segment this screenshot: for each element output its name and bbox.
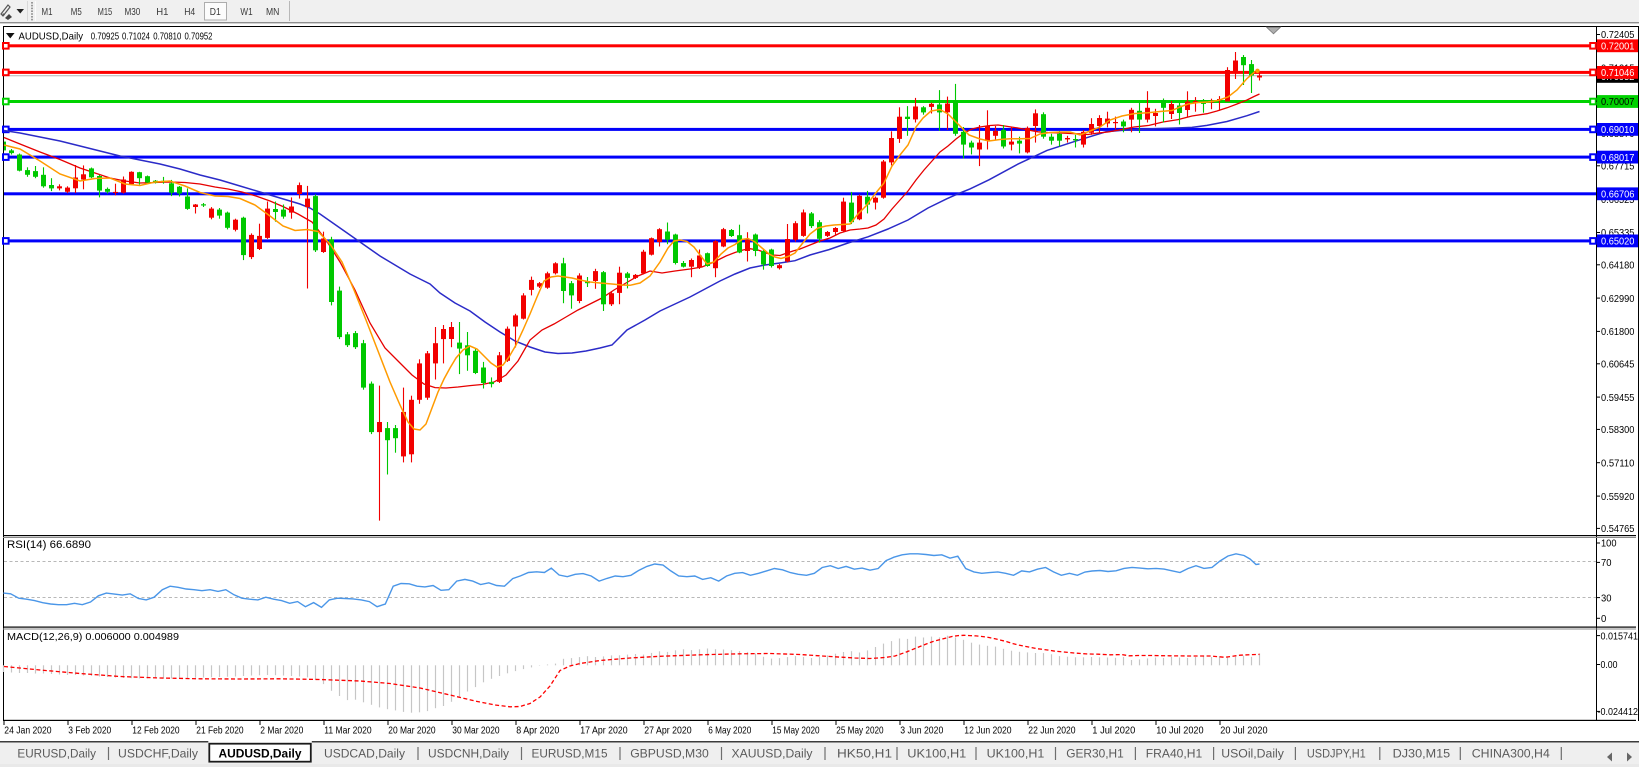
svg-text:UK100,H1: UK100,H1	[987, 747, 1045, 761]
svg-text:EURUSD,M15: EURUSD,M15	[532, 747, 608, 761]
svg-text:0.71046: 0.71046	[1601, 67, 1635, 79]
svg-text:0.72001: 0.72001	[1601, 41, 1635, 53]
svg-text:20 Jul 2020: 20 Jul 2020	[1220, 725, 1267, 737]
svg-text:12 Jun 2020: 12 Jun 2020	[964, 725, 1011, 737]
svg-text:70: 70	[1601, 557, 1612, 569]
svg-text:M15: M15	[98, 6, 113, 18]
svg-text:24 Jan 2020: 24 Jan 2020	[4, 725, 51, 737]
svg-text:27 Apr 2020: 27 Apr 2020	[644, 725, 691, 737]
svg-text:20 Mar 2020: 20 Mar 2020	[388, 725, 435, 737]
svg-text:USDCAD,Daily: USDCAD,Daily	[324, 747, 406, 761]
svg-text:3 Jun 2020: 3 Jun 2020	[900, 725, 943, 737]
svg-text:MN: MN	[266, 6, 279, 18]
svg-text:DJ30,M15: DJ30,M15	[1393, 747, 1451, 761]
svg-text:0.015741: 0.015741	[1601, 630, 1639, 642]
svg-text:0.70925: 0.70925	[91, 31, 119, 43]
svg-text:0.55920: 0.55920	[1601, 491, 1635, 503]
svg-text:GER30,H1: GER30,H1	[1066, 747, 1124, 761]
svg-text:0.59455: 0.59455	[1601, 392, 1635, 404]
svg-text:22 Jun 2020: 22 Jun 2020	[1028, 725, 1075, 737]
svg-text:0.69010: 0.69010	[1601, 124, 1635, 136]
svg-text:USDJPY,H1: USDJPY,H1	[1307, 747, 1366, 761]
svg-text:UK100,H1: UK100,H1	[907, 747, 966, 761]
svg-text:EURUSD,Daily: EURUSD,Daily	[17, 747, 96, 761]
svg-text:USDCNH,Daily: USDCNH,Daily	[428, 747, 510, 761]
svg-text:H1: H1	[156, 6, 168, 18]
svg-text:12 Feb 2020: 12 Feb 2020	[132, 725, 179, 737]
svg-text:0.62990: 0.62990	[1601, 293, 1635, 305]
svg-text:0.00: 0.00	[1601, 659, 1618, 671]
svg-text:0.70952: 0.70952	[185, 31, 213, 43]
svg-text:RSI(14) 66.6890: RSI(14) 66.6890	[7, 539, 91, 551]
svg-text:0.64180: 0.64180	[1601, 260, 1635, 272]
svg-text:XAUUSD,Daily: XAUUSD,Daily	[732, 747, 814, 761]
svg-text:0.61800: 0.61800	[1601, 326, 1635, 338]
svg-text:10 Jul 2020: 10 Jul 2020	[1156, 725, 1203, 737]
svg-text:AUDUSD,Daily: AUDUSD,Daily	[219, 747, 302, 761]
svg-text:H4: H4	[184, 6, 195, 18]
svg-text:0.65020: 0.65020	[1601, 236, 1635, 248]
svg-text:3 Feb 2020: 3 Feb 2020	[68, 725, 111, 737]
svg-text:GBPUSD,M30: GBPUSD,M30	[630, 747, 709, 761]
svg-text:1 Jul 2020: 1 Jul 2020	[1092, 725, 1135, 737]
svg-text:0.60645: 0.60645	[1601, 359, 1635, 371]
svg-text:0.66706: 0.66706	[1601, 189, 1635, 201]
svg-text:0.68017: 0.68017	[1601, 152, 1635, 164]
svg-text:M1: M1	[42, 6, 53, 18]
svg-text:0.58300: 0.58300	[1601, 424, 1635, 436]
svg-text:CHINA300,H4: CHINA300,H4	[1472, 747, 1550, 761]
svg-text:11 Mar 2020: 11 Mar 2020	[324, 725, 371, 737]
svg-text:USOil,Daily: USOil,Daily	[1221, 747, 1284, 761]
svg-text:6 May 2020: 6 May 2020	[708, 725, 751, 737]
svg-text:17 Apr 2020: 17 Apr 2020	[580, 725, 627, 737]
svg-text:21 Feb 2020: 21 Feb 2020	[196, 725, 243, 737]
svg-text:8 Apr 2020: 8 Apr 2020	[516, 725, 559, 737]
svg-text:M5: M5	[71, 6, 82, 18]
svg-text:MACD(12,26,9) 0.006000 0.00498: MACD(12,26,9) 0.006000 0.004989	[7, 631, 179, 643]
svg-text:HK50,H1: HK50,H1	[837, 747, 892, 761]
svg-text:0.70007: 0.70007	[1601, 96, 1635, 108]
svg-text:0.70810: 0.70810	[153, 31, 181, 43]
svg-text:0.54765: 0.54765	[1601, 523, 1635, 535]
svg-text:0.72405: 0.72405	[1601, 29, 1635, 41]
svg-text:FRA40,H1: FRA40,H1	[1146, 747, 1203, 761]
svg-text:AUDUSD,Daily: AUDUSD,Daily	[19, 31, 84, 43]
svg-text:15 May 2020: 15 May 2020	[772, 725, 819, 737]
svg-text:0: 0	[1601, 613, 1606, 625]
svg-text:M30: M30	[124, 6, 140, 18]
svg-text:0.71024: 0.71024	[122, 31, 150, 43]
svg-text:D1: D1	[210, 6, 221, 18]
svg-text:0.57110: 0.57110	[1601, 457, 1635, 469]
svg-text:2 Mar 2020: 2 Mar 2020	[260, 725, 303, 737]
svg-text:USDCHF,Daily: USDCHF,Daily	[118, 747, 199, 761]
svg-text:-0.024412: -0.024412	[1598, 706, 1639, 718]
svg-text:30 Mar 2020: 30 Mar 2020	[452, 725, 499, 737]
svg-text:100: 100	[1601, 538, 1617, 550]
svg-text:30: 30	[1601, 592, 1612, 604]
svg-text:W1: W1	[240, 6, 252, 18]
svg-text:25 May 2020: 25 May 2020	[836, 725, 883, 737]
